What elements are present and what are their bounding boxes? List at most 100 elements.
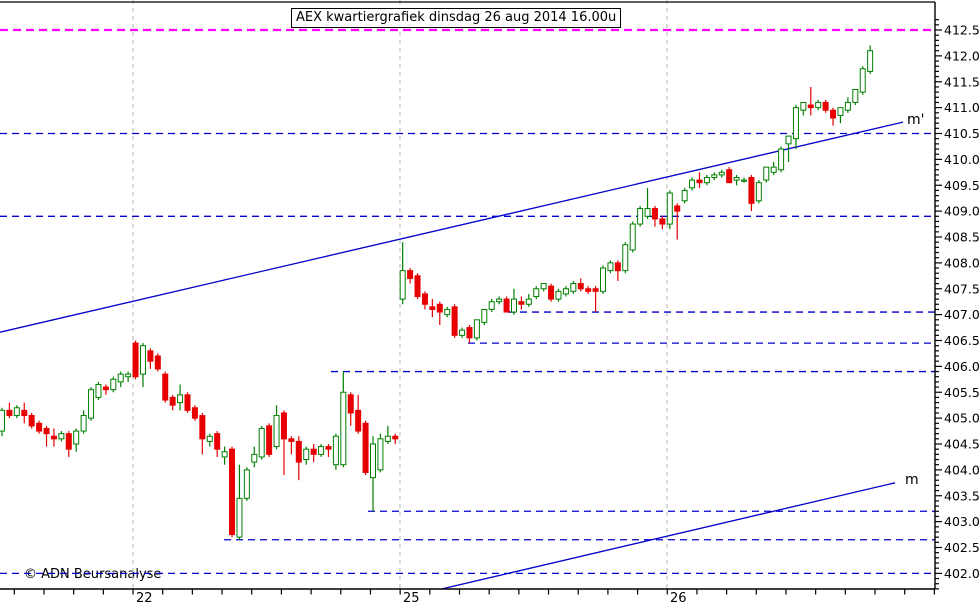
candle-body [600, 267, 607, 292]
candle-body [844, 101, 851, 111]
candle-body [570, 283, 577, 292]
candle-body [459, 329, 466, 336]
candle-body [43, 427, 50, 435]
candle-body [325, 446, 332, 450]
candle-body [199, 415, 206, 440]
candle-body [755, 182, 762, 202]
candle-body [763, 166, 770, 181]
candle-body [214, 433, 221, 450]
candle-body [303, 448, 310, 461]
candle-body [273, 415, 280, 448]
candle-body [733, 176, 740, 181]
candle-body [614, 262, 621, 272]
candle-body [58, 433, 65, 440]
candle-body [102, 386, 109, 391]
candle-body [473, 319, 480, 339]
y-axis-tick-label: 407.5 [944, 281, 980, 296]
candle-body [36, 422, 43, 432]
candle-body [191, 407, 198, 419]
candle-body [73, 430, 80, 445]
candle-body [251, 453, 258, 463]
candle-body [637, 208, 644, 225]
candle-body [280, 412, 287, 440]
candle-body [421, 293, 428, 305]
candle-body [651, 208, 658, 220]
candle-body [436, 303, 443, 313]
y-axis-tick-label: 407.0 [944, 307, 980, 322]
y-axis-tick-label: 406.0 [944, 359, 980, 374]
candle-body [362, 422, 369, 473]
candle-body [496, 298, 503, 303]
candle-body [718, 171, 725, 176]
candle-body [540, 283, 547, 290]
candle-body [392, 435, 399, 440]
candle-body [852, 89, 859, 103]
candle-body [666, 192, 673, 225]
trendline [441, 482, 896, 590]
candle-body [399, 270, 406, 300]
y-axis-tick-label: 406.5 [944, 333, 980, 348]
candle-body [229, 448, 236, 536]
candle-body [778, 148, 785, 171]
candle-body [867, 50, 874, 72]
candle-body [139, 345, 146, 375]
y-axis-tick-label: 403.0 [944, 514, 980, 529]
candle-body [407, 270, 414, 279]
y-axis-tick-label: 408.5 [944, 230, 980, 245]
candle-body [585, 288, 592, 292]
candle-body [0, 409, 5, 432]
trendline-label: m [905, 472, 919, 488]
candle-body [50, 435, 57, 440]
candle-body [726, 169, 733, 184]
candle-body [13, 407, 20, 417]
candle-body [711, 174, 718, 178]
candle-body [481, 308, 488, 323]
y-axis-tick-label: 402.0 [944, 566, 980, 581]
candle-body [741, 179, 747, 182]
candle-body [525, 298, 532, 305]
candle-body [748, 176, 755, 204]
candle-body [629, 223, 636, 251]
y-axis-tick-label: 405.0 [944, 411, 980, 426]
chart-title: AEX kwartiergrafiek dinsdag 26 aug 2014 … [291, 8, 622, 28]
candle-body [332, 435, 339, 466]
candle-body [132, 342, 139, 378]
candle-body [696, 179, 703, 184]
candle-body [125, 373, 132, 378]
candle-body [206, 435, 213, 442]
candle-body [822, 101, 829, 111]
candle-body [117, 373, 124, 383]
candle-body [792, 107, 799, 140]
candle-body [429, 306, 436, 310]
candle-body [644, 208, 651, 217]
y-axis-tick-label: 409.5 [944, 178, 980, 193]
candle-body [533, 288, 540, 298]
candle-body [466, 327, 473, 339]
candle-body [177, 394, 184, 404]
candle-body [384, 435, 391, 442]
candle-body [681, 189, 688, 202]
candle-body [770, 166, 777, 173]
candle-body [703, 176, 710, 184]
candle-body [154, 355, 161, 370]
candle-body [370, 443, 376, 479]
candle-body [451, 306, 458, 336]
candle-body [318, 446, 325, 455]
candle-body [147, 350, 154, 362]
candle-body [65, 433, 72, 450]
candle-body [659, 218, 666, 225]
candle-body [830, 109, 837, 119]
candle-body [21, 409, 28, 417]
y-axis-tick-label: 411.0 [944, 100, 980, 115]
y-axis-tick-label: 411.5 [944, 74, 980, 89]
candle-body [295, 440, 302, 463]
candle-body [184, 394, 191, 411]
candle-body [110, 378, 117, 391]
candle-body [837, 107, 844, 116]
candle-body [562, 288, 569, 295]
candle-body [266, 425, 273, 455]
y-axis-tick-label: 402.5 [944, 540, 980, 555]
candle-body [785, 135, 792, 145]
candle-body [689, 179, 696, 189]
